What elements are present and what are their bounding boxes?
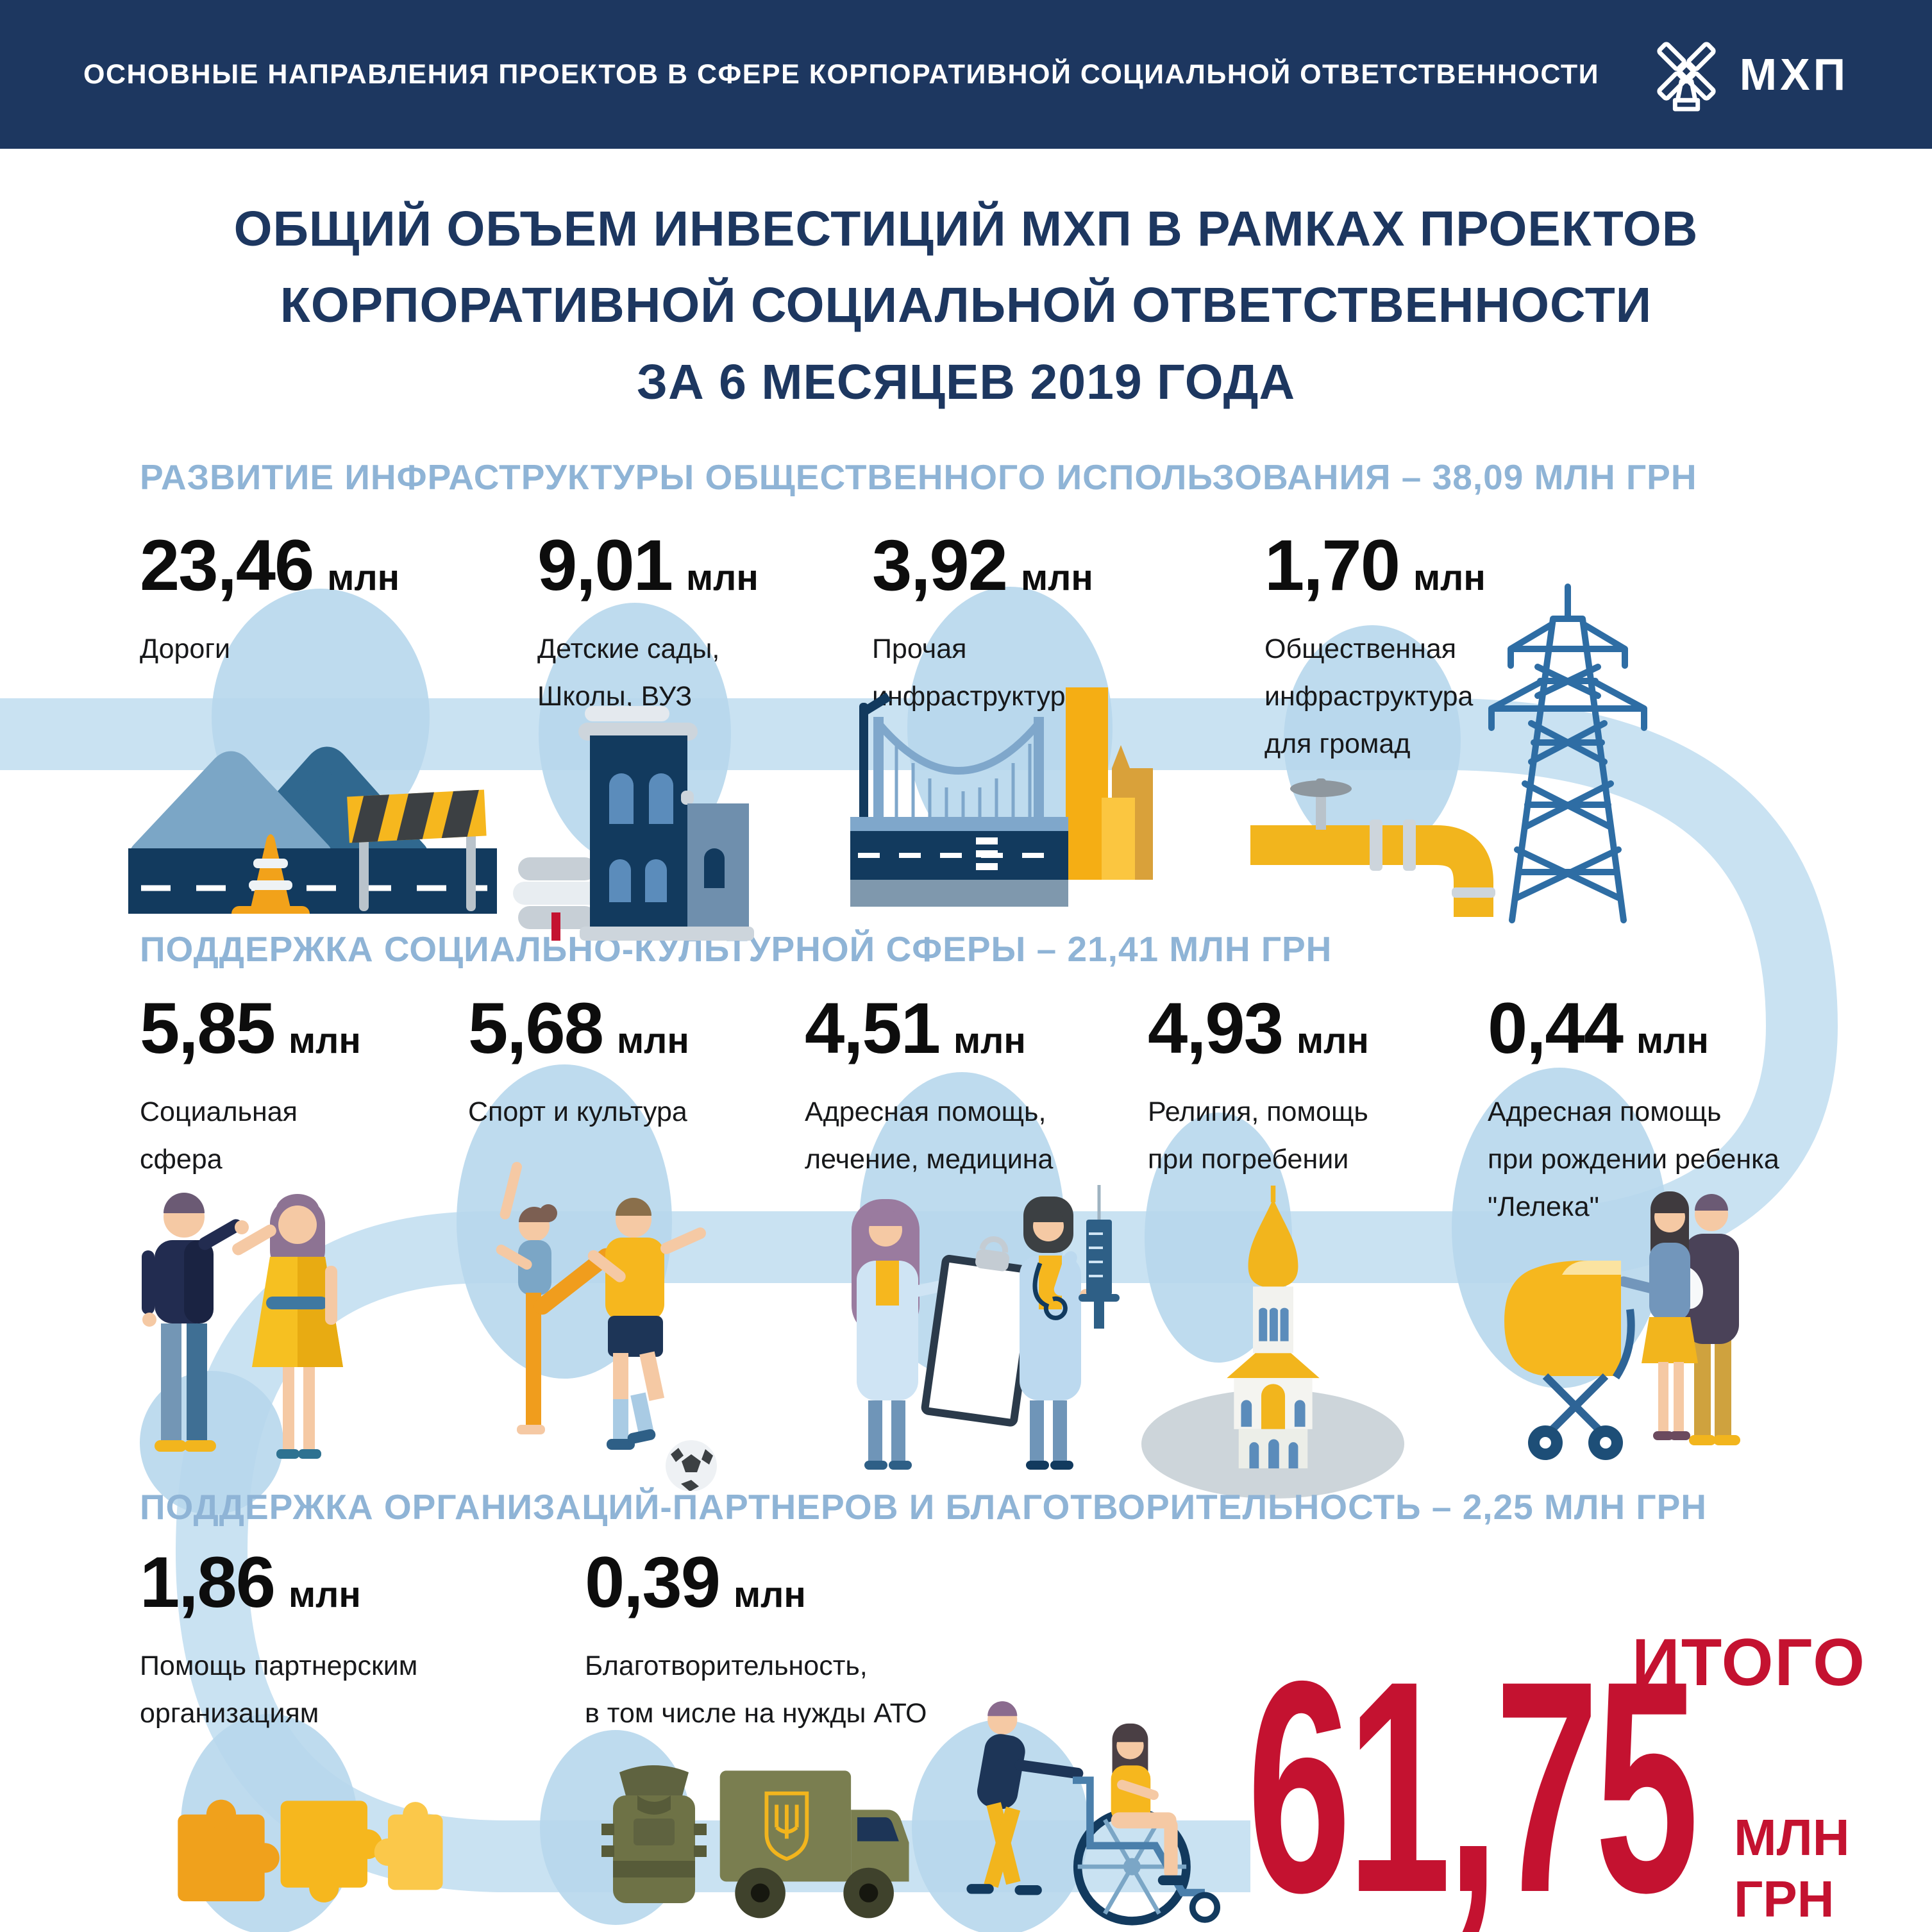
stat-label: Адресная помощь при рождении ребенка "Ле… (1488, 1096, 1779, 1222)
stat-unit: млн (1296, 1020, 1369, 1061)
stat-value: 5,85 (140, 988, 276, 1068)
stat-value: 1,70 (1264, 525, 1400, 605)
power-tower-icon (1488, 584, 1647, 923)
stat-item-community-infrastructure: 1,70 млн Общественная инфраструктура для … (1264, 530, 1486, 768)
brand-logo: МХП (1649, 33, 1849, 115)
total-value: 61,75 (1247, 1618, 1699, 1932)
road-icon (128, 746, 497, 914)
stat-unit: млн (327, 557, 400, 598)
stat-item-medical-aid: 4,51 млн Адресная помощь, лечение, медици… (805, 993, 1053, 1184)
section-1-title: РАЗВИТИЕ ИНФРАСТРУКТУРЫ ОБЩЕСТВЕННОГО ИС… (140, 457, 1697, 497)
stat-item-social-sphere: 5,85 млн Социальная сфера (140, 993, 361, 1184)
stat-unit: млн (953, 1020, 1026, 1061)
header-title: ОСНОВНЫЕ НАПРАВЛЕНИЯ ПРОЕКТОВ В СФЕРЕ КО… (83, 58, 1600, 90)
sport-icon (496, 1162, 717, 1491)
stat-item-schools: 9,01 млн Детские сады, Школы, ВУЗ (537, 530, 759, 721)
stat-label: Адресная помощь, лечение, медицина (805, 1096, 1054, 1175)
stat-unit: млн (288, 1020, 361, 1061)
stat-unit: млн (1413, 557, 1486, 598)
total-label: ИТОГО (1631, 1625, 1866, 1700)
stat-item-other-infrastructure: 3,92 млн Прочая инфраструктура (872, 530, 1093, 721)
stat-value: 23,46 (140, 525, 314, 605)
stat-value: 4,93 (1148, 988, 1284, 1068)
stat-unit: млн (1636, 1020, 1709, 1061)
stat-value: 9,01 (537, 525, 673, 605)
stat-label: Спорт и культура (468, 1096, 687, 1127)
stat-value: 1,86 (140, 1542, 276, 1622)
armor-vest-icon (601, 1765, 707, 1903)
stat-item-roads: 23,46 млн Дороги (140, 530, 399, 673)
stat-unit: млн (733, 1574, 806, 1615)
stat-label: Дороги (140, 634, 231, 664)
total-unit: МЛН ГРН (1734, 1809, 1850, 1928)
stat-unit: млн (685, 557, 759, 598)
stat-value: 3,92 (872, 525, 1008, 605)
stat-unit: млн (288, 1574, 361, 1615)
stat-item-charity-ato: 0,39 млн Благотворительность, в том числе… (585, 1547, 927, 1738)
stroller-icon (1504, 1191, 1740, 1460)
stat-value: 0,44 (1488, 988, 1624, 1068)
stat-value: 5,68 (468, 988, 604, 1068)
stat-label: Религия, помощь при погребении (1148, 1096, 1368, 1175)
stat-label: Помощь партнерским организациям (140, 1651, 418, 1729)
stat-label: Общественная инфраструктура для громад (1264, 634, 1474, 759)
stat-label: Детские сады, Школы, ВУЗ (537, 634, 720, 712)
stat-label: Прочая инфраструктура (872, 634, 1081, 712)
page-title: ОБЩИЙ ОБЪЕМ ИНВЕСТИЦИЙ МХП В РАМКАХ ПРОЕ… (233, 201, 1699, 410)
header-bar: ОСНОВНЫЕ НАПРАВЛЕНИЯ ПРОЕКТОВ В СФЕРЕ КО… (0, 0, 1932, 149)
windmill-icon (1657, 42, 1716, 112)
stat-value: 0,39 (585, 1542, 721, 1622)
stat-label: Социальная сфера (140, 1096, 298, 1175)
stat-item-leleka: 0,44 млн Адресная помощь при рождении реб… (1488, 993, 1779, 1231)
church-icon (1227, 1185, 1320, 1468)
stat-item-partner-orgs: 1,86 млн Помощь партнерским организациям (140, 1547, 417, 1738)
brand-logo-text: МХП (1739, 49, 1849, 99)
section-3-title: ПОДДЕРЖКА ОРГАНИЗАЦИЙ-ПАРТНЕРОВ И БЛАГОТ… (140, 1487, 1708, 1527)
bridge-city-icon (850, 687, 1153, 907)
school-icon (513, 706, 754, 941)
wheelchair-icon (966, 1701, 1221, 1926)
stat-value: 4,51 (805, 988, 941, 1068)
stat-unit: млн (616, 1020, 689, 1061)
stat-item-sport-culture: 5,68 млн Спорт и культура (468, 993, 689, 1136)
stat-item-religion: 4,93 млн Религия, помощь при погребении (1148, 993, 1369, 1184)
military-truck-icon (719, 1770, 909, 1919)
medical-icon (852, 1185, 1120, 1470)
pipeline-icon (1250, 778, 1495, 917)
puzzle-icon (178, 1799, 443, 1903)
stat-unit: млн (1020, 557, 1093, 598)
stat-label: Благотворительность, в том числе на нужд… (585, 1651, 927, 1729)
couple-icon (142, 1193, 343, 1459)
